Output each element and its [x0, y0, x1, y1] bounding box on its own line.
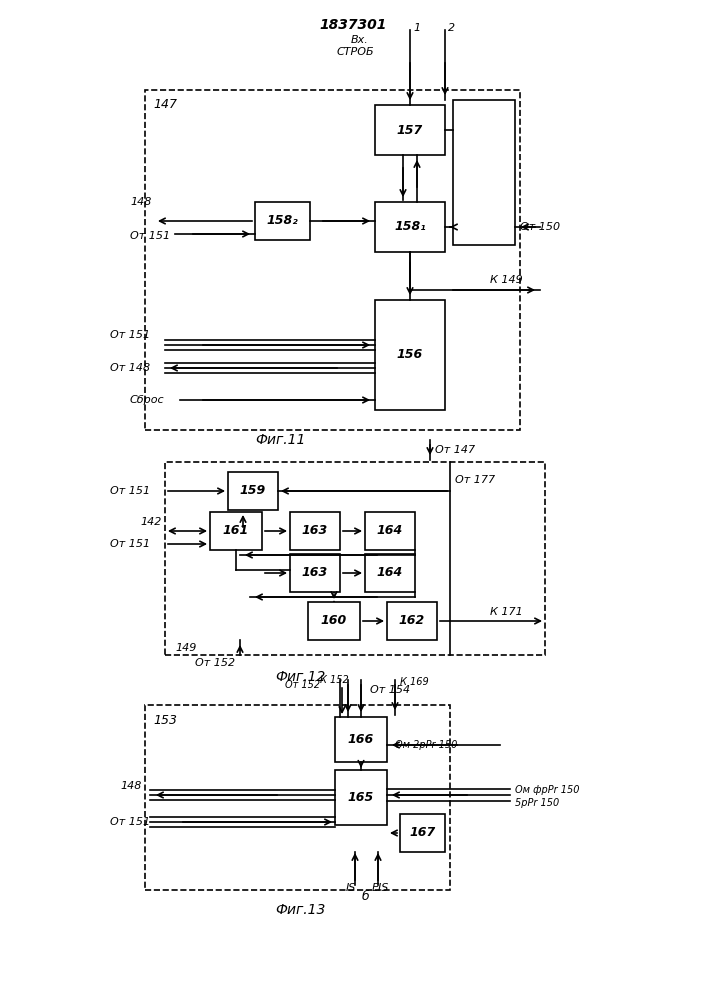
Bar	[290, 554, 340, 592]
Text: К 169: К 169	[400, 677, 428, 687]
Bar	[165, 462, 545, 655]
Text: 160: 160	[321, 614, 347, 628]
Text: IS: IS	[346, 883, 356, 893]
Text: 1837301: 1837301	[320, 18, 387, 32]
Text: От 152: От 152	[285, 680, 320, 690]
Bar	[375, 105, 445, 155]
Text: 164: 164	[377, 524, 403, 538]
Text: 149: 149	[175, 643, 197, 653]
Bar	[335, 717, 387, 762]
Bar	[453, 100, 515, 245]
Text: EIS: EIS	[372, 883, 390, 893]
Text: Ом 2рРr 150: Ом 2рРr 150	[395, 740, 457, 750]
Text: От 150: От 150	[520, 222, 560, 232]
Text: От 152: От 152	[195, 658, 235, 668]
Text: Ом фрРr 150: Ом фрРr 150	[515, 785, 580, 795]
Bar	[210, 512, 262, 550]
Text: К 149: К 149	[490, 275, 522, 285]
Bar	[387, 602, 437, 640]
Bar	[290, 512, 340, 550]
Bar	[375, 202, 445, 252]
Text: От 151: От 151	[110, 817, 150, 827]
Text: Фиг.13: Фиг.13	[275, 903, 325, 917]
Bar	[255, 202, 310, 240]
Text: 167: 167	[409, 826, 436, 840]
Text: 147: 147	[153, 99, 177, 111]
Text: От 151: От 151	[110, 330, 150, 340]
Text: 158₂: 158₂	[267, 215, 298, 228]
Text: 158₁: 158₁	[394, 221, 426, 233]
Text: От 147: От 147	[435, 445, 475, 455]
Bar	[228, 472, 278, 510]
Bar	[365, 554, 415, 592]
Text: 1: 1	[413, 23, 420, 33]
Text: 148: 148	[120, 781, 141, 791]
Text: 153: 153	[153, 714, 177, 726]
Text: От 151: От 151	[130, 231, 170, 241]
Bar	[365, 512, 415, 550]
Text: 163: 163	[302, 566, 328, 580]
Text: 163: 163	[302, 524, 328, 538]
Text: От 151: От 151	[110, 539, 150, 549]
Text: 148: 148	[130, 197, 151, 207]
Text: Фиг.12: Фиг.12	[275, 670, 325, 684]
Text: 166: 166	[348, 733, 374, 746]
Text: 157: 157	[397, 123, 423, 136]
Text: Фиг.11: Фиг.11	[255, 433, 305, 447]
Text: 142: 142	[140, 517, 161, 527]
Bar	[145, 705, 450, 890]
Text: От 154: От 154	[370, 685, 410, 695]
Bar	[400, 814, 445, 852]
Text: К 171: К 171	[490, 607, 522, 617]
Bar	[335, 770, 387, 825]
Text: 161: 161	[223, 524, 249, 538]
Bar	[145, 90, 520, 430]
Text: СТРОБ: СТРОБ	[337, 47, 374, 57]
Text: Сброс: Сброс	[130, 395, 165, 405]
Text: б: б	[361, 890, 369, 904]
Text: К 152: К 152	[320, 675, 349, 685]
Text: От 177: От 177	[455, 475, 495, 485]
Text: 164: 164	[377, 566, 403, 580]
Bar	[375, 300, 445, 410]
Text: От 148: От 148	[110, 363, 150, 373]
Text: Вх.: Вх.	[351, 35, 369, 45]
Text: 5рРr 150: 5рРr 150	[515, 798, 559, 808]
Bar	[308, 602, 360, 640]
Text: 159: 159	[240, 485, 266, 497]
Text: От 151: От 151	[110, 486, 150, 496]
Text: 156: 156	[397, 349, 423, 361]
Text: 2: 2	[448, 23, 455, 33]
Text: 162: 162	[399, 614, 425, 628]
Text: 165: 165	[348, 791, 374, 804]
